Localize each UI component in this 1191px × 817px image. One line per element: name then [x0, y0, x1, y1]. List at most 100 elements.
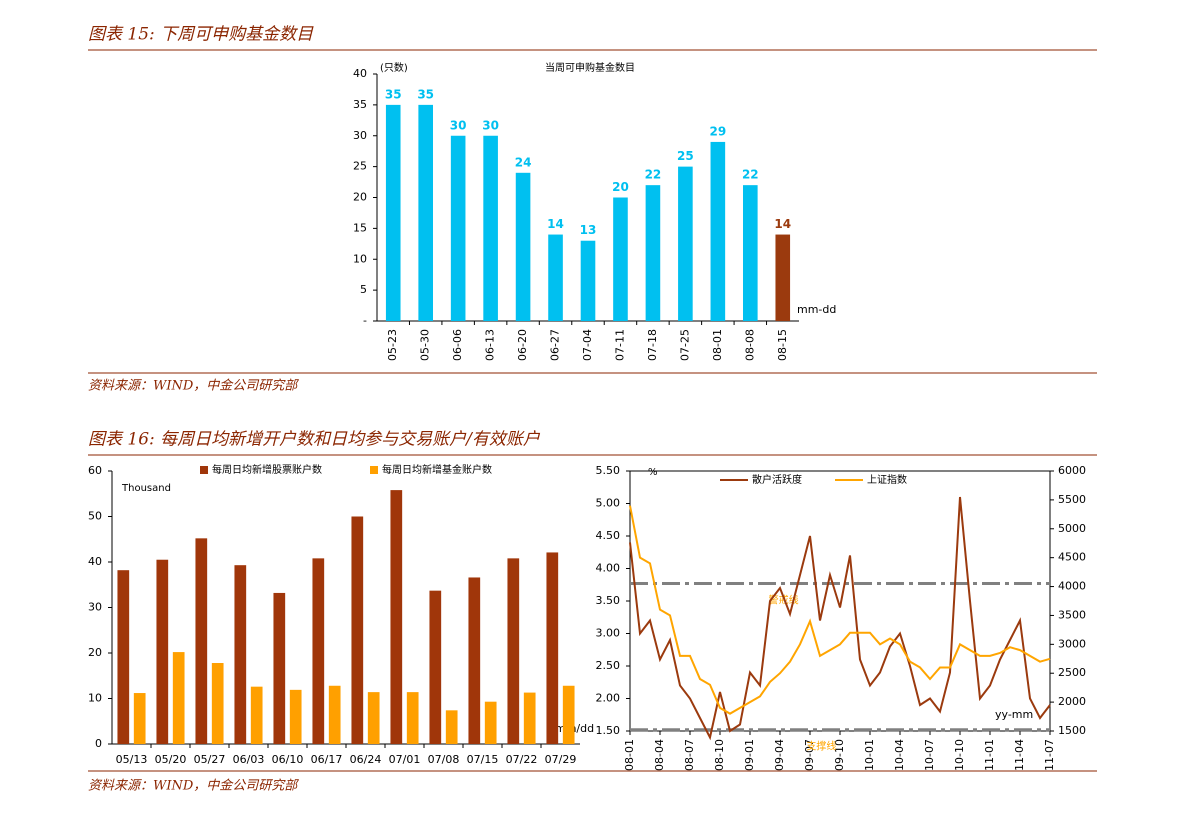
- legend-label: 散户活跃度: [752, 473, 802, 486]
- y-axis-label: %: [648, 467, 658, 478]
- x-tick-label: 11-07: [1043, 739, 1056, 771]
- value-label: 14: [774, 217, 791, 231]
- value-label: 25: [677, 149, 694, 163]
- y2-tick-label: 1500: [1058, 724, 1086, 737]
- bar: [507, 558, 520, 744]
- bar: [117, 570, 130, 744]
- legend-swatch: [370, 466, 378, 474]
- y-tick-label: 10: [88, 692, 102, 705]
- x-tick-label: 06-20: [516, 329, 529, 361]
- x-tick-label: 06/17: [311, 753, 343, 766]
- x-tick-label: 06/24: [350, 753, 382, 766]
- figure-title: 图表 15: 下周可申购基金数目: [88, 25, 314, 45]
- bar: [450, 135, 466, 321]
- x-tick-label: 07/22: [506, 753, 538, 766]
- bar: [273, 592, 286, 744]
- x-tick-label: 10-07: [923, 739, 936, 771]
- x-tick-label: 08-10: [713, 739, 726, 771]
- x-axis-label: yy-mm: [995, 708, 1033, 721]
- x-tick-label: 10-01: [863, 739, 876, 771]
- bar: [613, 197, 628, 321]
- bar: [562, 685, 575, 744]
- y-tick-label: 1.50: [596, 724, 621, 737]
- x-tick-label: 06-27: [549, 329, 562, 361]
- y-tick-label: 20: [88, 646, 102, 659]
- bar: [468, 577, 481, 744]
- x-axis-label: mm/dd: [555, 722, 594, 735]
- y2-tick-label: 5000: [1058, 522, 1086, 535]
- bar: [234, 565, 247, 744]
- value-label: 13: [580, 223, 597, 237]
- chart-title: 当周可申购基金数目: [545, 61, 635, 74]
- x-tick-label: 10-04: [893, 739, 906, 771]
- y-tick-label: 25: [353, 160, 367, 173]
- y-tick-label: 30: [88, 601, 102, 614]
- x-tick-label: 07-25: [678, 329, 691, 361]
- bar: [546, 552, 559, 744]
- figure-title: 图表 16: 每周日均新增开户数和日均参与交易账户/有效账户: [88, 430, 541, 450]
- y2-tick-label: 6000: [1058, 464, 1086, 477]
- bar: [133, 693, 146, 744]
- bar: [710, 141, 726, 321]
- x-tick-label: 08-08: [743, 329, 756, 361]
- y-axis-label: (只数): [380, 61, 408, 74]
- bar: [406, 692, 419, 744]
- value-label: 22: [645, 168, 662, 182]
- y-tick-label: 35: [353, 98, 367, 111]
- x-tick-label: 07-11: [613, 329, 626, 361]
- x-tick-label: 07/01: [389, 753, 421, 766]
- x-axis-label: mm-dd: [797, 303, 836, 316]
- x-tick-label: 09-07: [803, 739, 816, 771]
- x-tick-label: 06-06: [451, 329, 464, 361]
- y-tick-label: 10: [353, 252, 367, 265]
- series-line: [629, 496, 1051, 741]
- legend-label: 上证指数: [867, 473, 907, 486]
- value-label: 20: [612, 180, 629, 194]
- y-tick-label: 2.50: [596, 659, 621, 672]
- y-tick-label: 50: [88, 510, 102, 523]
- legend-label: 每周日均新增基金账户数: [382, 463, 492, 476]
- bar: [678, 166, 693, 321]
- bar: [445, 710, 458, 744]
- value-label: 14: [547, 217, 564, 231]
- y-tick-label: -: [363, 314, 367, 327]
- x-tick-label: 06-13: [484, 329, 497, 361]
- x-tick-label: 07/15: [467, 753, 499, 766]
- x-tick-label: 05/27: [194, 753, 226, 766]
- x-tick-label: 08-07: [683, 739, 696, 771]
- x-tick-label: 07/29: [545, 753, 577, 766]
- y-tick-label: 20: [353, 191, 367, 204]
- x-tick-label: 10-10: [953, 739, 966, 771]
- x-tick-label: 07-18: [646, 329, 659, 361]
- y-tick-label: 4.50: [596, 529, 621, 542]
- bar: [385, 104, 401, 321]
- bar: [429, 590, 442, 744]
- bar: [484, 701, 497, 744]
- y-tick-label: 60: [88, 464, 102, 477]
- bar: [250, 686, 263, 744]
- reference-label: 支撑线: [806, 740, 836, 753]
- value-label: 24: [515, 155, 532, 169]
- y-tick-label: 0: [95, 737, 102, 750]
- y2-tick-label: 5500: [1058, 493, 1086, 506]
- value-label: 30: [450, 118, 467, 132]
- y-tick-label: 2.00: [596, 692, 621, 705]
- bar: [580, 240, 596, 321]
- y-tick-label: 15: [353, 221, 367, 234]
- x-tick-label: 05/20: [155, 753, 187, 766]
- x-tick-label: 11-04: [1013, 739, 1026, 771]
- bar: [289, 689, 302, 744]
- y-tick-label: 30: [353, 129, 367, 142]
- bar: [328, 685, 341, 744]
- source: 资料来源：WIND，中金公司研究部: [88, 778, 299, 794]
- bar: [743, 185, 758, 321]
- y-tick-label: 5: [360, 283, 367, 296]
- bar: [172, 652, 185, 744]
- x-tick-label: 09-04: [773, 739, 786, 771]
- bar: [548, 234, 563, 321]
- x-tick-label: 05-23: [386, 329, 399, 361]
- x-tick-label: 05-30: [419, 329, 432, 361]
- x-tick-label: 06/03: [233, 753, 265, 766]
- bar: [523, 692, 536, 744]
- y-axis-label: Thousand: [121, 483, 171, 494]
